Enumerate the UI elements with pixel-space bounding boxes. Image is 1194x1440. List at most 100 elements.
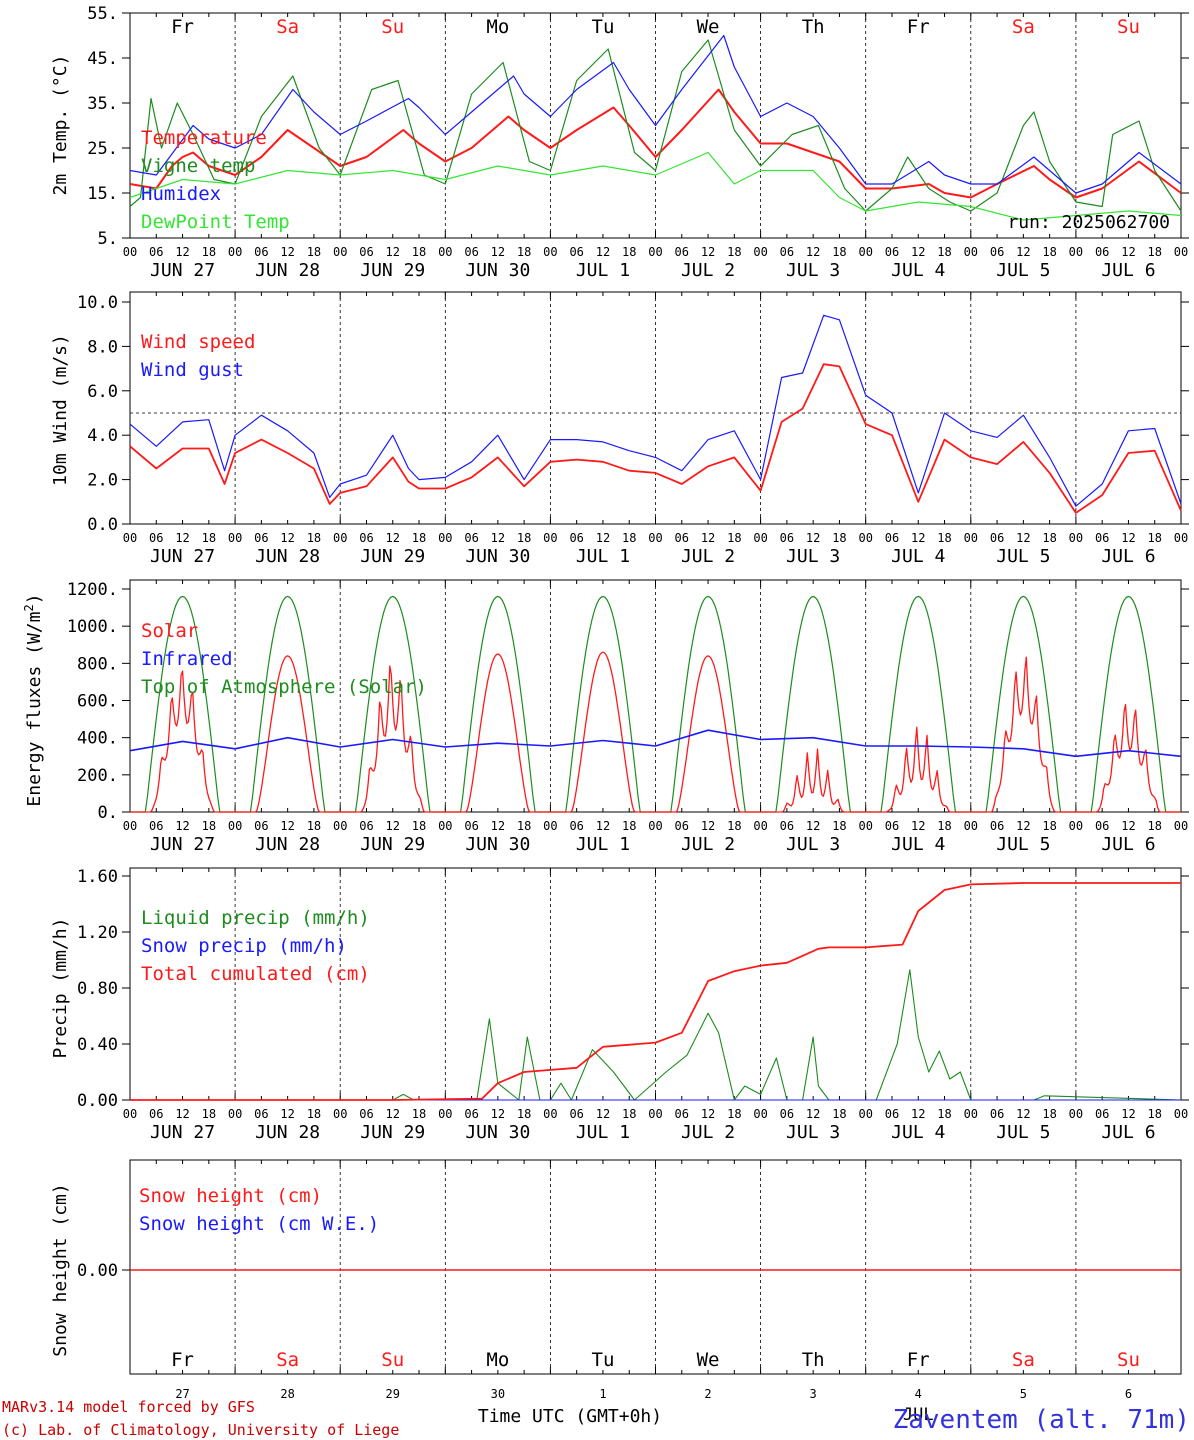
energy-series-line-infrared [129,729,1182,758]
energy-hour-label: 00 [438,819,452,833]
wind-date-label: JUL 6 [1101,546,1155,567]
precip-hour-label: 06 [569,1107,583,1121]
energy-hour-label: 12 [280,819,294,833]
wind-y-tick-label: 8.0 [87,337,118,357]
temperature-hour-label: 00 [858,245,872,259]
precip-hour-label: 18 [1042,1107,1056,1121]
precip-hour-label: 00 [333,1107,347,1121]
precip-hour-label: 12 [175,1107,189,1121]
energy-hour-label: 18 [727,819,741,833]
energy-hour-label: 18 [1147,819,1161,833]
wind-date-label: JUL 5 [996,546,1050,567]
snow-weekday-label: Tu [592,1349,615,1371]
precip-hour-label: 12 [911,1107,925,1121]
temperature-hour-label: 06 [464,245,478,259]
temperature-legend-item: Vigne temp [141,155,255,177]
temperature-hour-label: 06 [359,245,373,259]
temperature-hour-label: 12 [596,245,610,259]
energy-hour-label: 06 [464,819,478,833]
temperature-date-label: JUL 4 [891,260,945,281]
precip-date-label: JUL 6 [1101,1122,1155,1143]
energy-hour-label: 00 [964,819,978,833]
wind-hour-label: 00 [123,531,137,545]
temperature-hour-label: 18 [1147,245,1161,259]
energy-y-tick-label: 0. [98,803,118,823]
snow-day-number: 27 [175,1387,189,1401]
wind-hour-label: 12 [175,531,189,545]
energy-date-label: JUL 3 [786,834,840,855]
temperature-hour-label: 06 [569,245,583,259]
snow-weekday-label: Su [1117,1349,1140,1371]
energy-y-tick-label: 1200. [67,580,118,600]
energy-hour-label: 12 [386,819,400,833]
wind-date-label: JUL 1 [576,546,630,567]
wind-hour-label: 12 [1121,531,1135,545]
wind-hour-label: 12 [701,531,715,545]
temperature-hour-label: 06 [1095,245,1109,259]
wind-hour-label: 18 [307,531,321,545]
snow-day-number: 30 [491,1387,505,1401]
temperature-hour-label: 12 [1016,245,1030,259]
panel-energy: 1200. 1000. 800. 600. 400. 200. 0. Energy fluxe… [22,579,1189,855]
wind-hour-label: 18 [937,531,951,545]
precip-date-label: JUL 5 [996,1122,1050,1143]
wind-hour-label: 06 [149,531,163,545]
temperature-weekday-label: Su [1117,16,1140,38]
snow-day-number: 29 [386,1387,400,1401]
temperature-hour-label: 06 [149,245,163,259]
wind-y-tick-label: 6.0 [87,382,118,402]
snow-weekday-label: Sa [276,1349,299,1371]
temperature-hour-label: 12 [701,245,715,259]
energy-hour-label: 00 [333,819,347,833]
temperature-series-line-humidex [129,34,1182,194]
temperature-hour-label: 00 [1069,245,1083,259]
energy-hour-label: 06 [885,819,899,833]
precip-hour-label: 18 [937,1107,951,1121]
temperature-hour-label: 06 [990,245,1004,259]
energy-legend-item: Top of Atmosphere (Solar) [141,676,427,698]
wind-hour-label: 12 [386,531,400,545]
temperature-hour-label: 18 [412,245,426,259]
precip-hour-label: 00 [1174,1107,1188,1121]
energy-hour-label: 18 [937,819,951,833]
temperature-weekday-label: Th [802,16,825,38]
panel-snow: 0.00 Snow height (cm) Snow height (cm) Snow… [50,1159,1182,1425]
energy-hour-label: 12 [1016,819,1030,833]
credit-line-1: MARv3.14 model forced by GFS [2,1398,255,1416]
temperature-weekday-label: Sa [276,16,299,38]
energy-hour-label: 18 [202,819,216,833]
energy-y-label-main: Energy fluxes (W/m [24,612,45,807]
precip-hour-label: 00 [123,1107,137,1121]
precip-hour-label: 18 [202,1107,216,1121]
temperature-weekday-label: Fr [907,16,930,38]
wind-hour-label: 00 [858,531,872,545]
energy-hour-label: 12 [596,819,610,833]
precip-hour-label: 00 [228,1107,242,1121]
station-label: Zaventem (alt. 71m) [893,1405,1190,1435]
energy-hour-label: 00 [228,819,242,833]
temperature-hour-label: 18 [937,245,951,259]
wind-series-line-wind-speed [129,363,1182,514]
precip-hour-label: 00 [753,1107,767,1121]
wind-hour-label: 18 [202,531,216,545]
snow-day-number: 1 [599,1387,606,1401]
precip-date-label: JUN 28 [255,1122,320,1143]
temperature-hour-label: 00 [753,245,767,259]
precip-hour-label: 06 [885,1107,899,1121]
precip-hour-label: 18 [622,1107,636,1121]
energy-hour-label: 12 [1121,819,1135,833]
temperature-hour-label: 00 [123,245,137,259]
wind-y-tick-label: 0.0 [87,515,118,535]
temperature-legend-item: Humidex [141,183,221,205]
wind-y-tick-label: 10.0 [77,293,118,313]
temperature-hour-label: 00 [333,245,347,259]
precip-date-label: JUL 4 [891,1122,945,1143]
precip-date-label: JUL 3 [786,1122,840,1143]
wind-y-label: 10m Wind (m/s) [50,334,71,486]
temperature-hour-label: 00 [964,245,978,259]
snow-weekday-label: Fr [171,1349,194,1371]
temperature-hour-label: 12 [911,245,925,259]
precip-hour-label: 00 [543,1107,557,1121]
wind-hour-label: 00 [1069,531,1083,545]
temperature-date-label: JUN 27 [150,260,215,281]
